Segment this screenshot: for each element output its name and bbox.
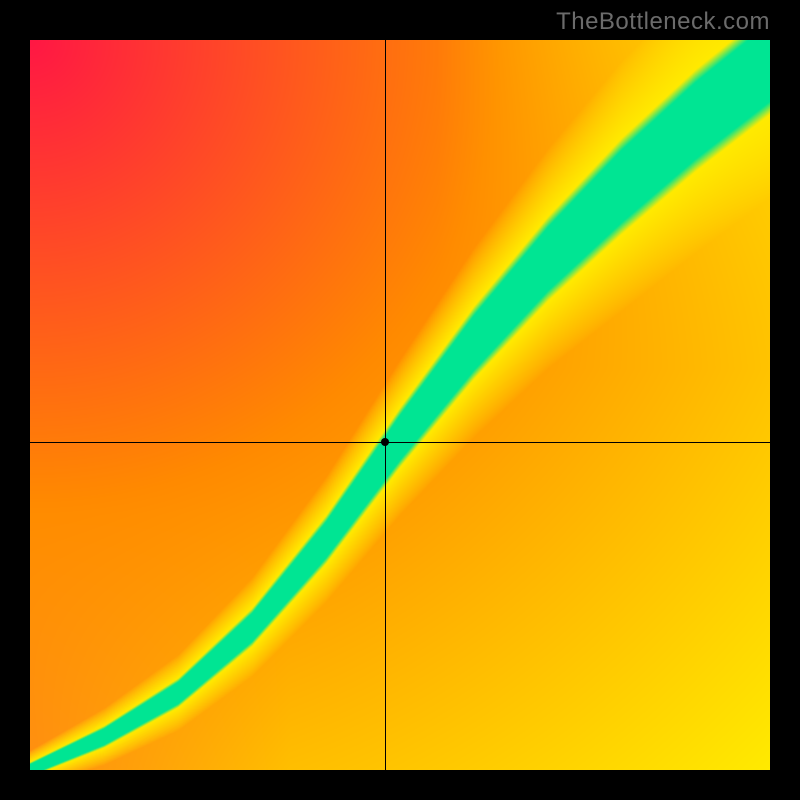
heatmap-canvas bbox=[30, 40, 770, 770]
crosshair-vertical bbox=[385, 40, 386, 770]
chart-container: TheBottleneck.com bbox=[0, 0, 800, 800]
data-point-marker bbox=[381, 438, 389, 446]
watermark-text: TheBottleneck.com bbox=[556, 8, 770, 36]
crosshair-horizontal bbox=[30, 442, 770, 443]
plot-area bbox=[30, 40, 770, 770]
